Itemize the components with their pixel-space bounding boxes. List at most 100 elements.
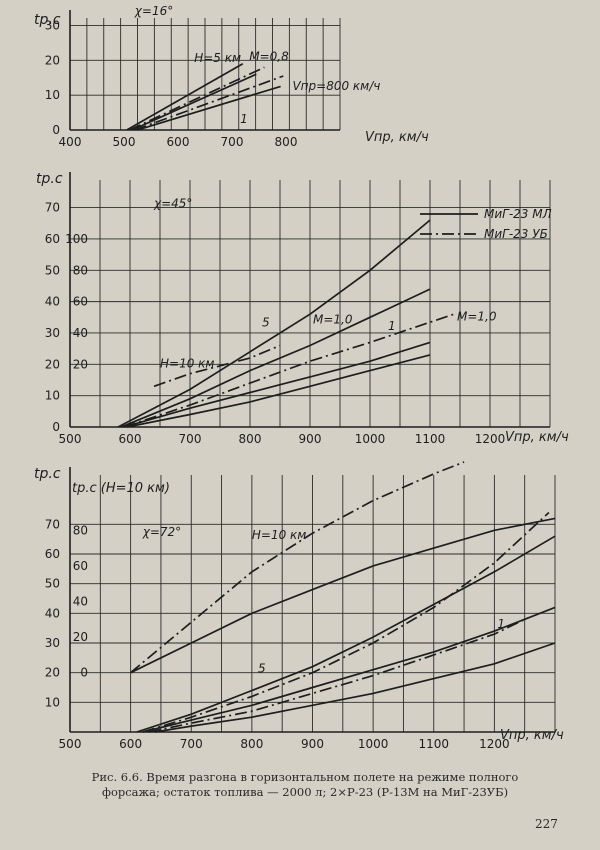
y-tick-label: 10 [45, 88, 60, 102]
x-axis-label: Vпр, км/ч [505, 430, 569, 445]
series-line-solid [154, 642, 556, 733]
annotation-label: 5 [258, 662, 266, 676]
y-tick-label-alt: 80 [73, 523, 88, 537]
caption-line-1: Рис. 6.6. Время разгона в горизонтальном… [91, 770, 519, 784]
y-tick-label: 30 [45, 18, 60, 32]
annotation-label: 1 [388, 319, 396, 333]
y-tick-label-alt: 100 [65, 0, 88, 3]
series-line-dashdot [129, 66, 265, 131]
x-tick-label: 400 [59, 135, 82, 149]
annotation-label: M=0,8 [249, 49, 289, 63]
series-line-solid [120, 288, 431, 428]
series-line-solid [117, 219, 431, 428]
series-line-solid [130, 517, 556, 674]
x-tick-label: 900 [301, 737, 324, 751]
y-tick-label: 20 [45, 357, 60, 371]
y-tick-label-alt: 20 [73, 630, 88, 644]
series-line-dashdot [148, 618, 526, 733]
annotation-label: Vпр=800 км/ч [292, 79, 380, 93]
y-tick-label: 10 [45, 389, 60, 403]
series-line-solid [142, 606, 556, 733]
x-tick-label: 500 [113, 135, 136, 149]
y-tick-label: 70 [45, 201, 60, 215]
figure-caption: Рис. 6.6. Время разгона в горизонтальном… [70, 770, 540, 800]
y-tick-label: 40 [45, 606, 60, 620]
x-tick-label: 900 [299, 432, 322, 446]
annotation-label: H=10 км [160, 356, 214, 370]
y-tick-label: 0 [52, 123, 60, 137]
y-tick-label: 50 [45, 577, 60, 591]
y-tick-label: 60 [45, 547, 60, 561]
annotation-label: M=1,0 [457, 309, 497, 323]
x-tick-label: 600 [119, 432, 142, 446]
y-tick-label: 10 [45, 695, 60, 709]
y-tick-label-alt: 40 [73, 326, 88, 340]
chart-sweep-45: 500 600 700 800 900 1000 1100 1200 0 10 20 30 40 50 60… [36, 171, 569, 446]
caption-line-2: форсажа; остаток топлива — 2000 л; 2×Р-2… [101, 785, 509, 799]
y-axis-label: tр.с [34, 466, 61, 482]
series-line-dashdot [142, 511, 550, 733]
grid [69, 18, 341, 131]
y-tick-label-alt: 80 [73, 263, 88, 277]
legend-entry: МиГ-23 МЛ [484, 207, 552, 221]
y-tick-label: 50 [45, 263, 60, 277]
x-tick-label: 700 [221, 135, 244, 149]
x-tick-label: 1200 [479, 737, 510, 751]
series-line-dashdot [130, 461, 465, 674]
series-line-solid [136, 535, 556, 733]
x-tick-label: 1100 [415, 432, 446, 446]
annotation-label: H=5 км [194, 51, 241, 65]
series-line-solid [137, 85, 281, 131]
y-tick-label-alt: 60 [73, 295, 88, 309]
y-tick-label: 40 [45, 295, 60, 309]
x-tick-label: 1100 [418, 737, 449, 751]
x-tick-label: 1000 [358, 737, 389, 751]
series-line-solid [123, 341, 431, 428]
y-tick-label-alt: 60 [73, 559, 88, 573]
x-tick-label: 700 [179, 432, 202, 446]
x-tick-label: 600 [167, 135, 190, 149]
annotation-label: 1 [240, 112, 248, 126]
legend: МиГ-23 МЛ МиГ-23 УБ [420, 207, 552, 241]
x-tick-label: 1000 [355, 432, 386, 446]
x-axis-label: Vпр, км/ч [500, 728, 564, 743]
annotation-label: χ=16° [134, 4, 173, 18]
series-line-dashdot [134, 75, 284, 131]
x-tick-label: 500 [59, 737, 82, 751]
x-tick-label: 800 [240, 737, 263, 751]
y-tick-label: 20 [45, 53, 60, 67]
annotation-label: 1 [497, 617, 505, 631]
chart-sweep-72: 500 600 700 800 900 1000 1100 12001020304050607… [34, 0, 564, 751]
series-line-solid [126, 354, 431, 428]
x-tick-label: 800 [239, 432, 262, 446]
annotation-label: H=10 км [252, 528, 306, 542]
legend-entry: МиГ-23 УБ [484, 227, 548, 241]
x-tick-label: 500 [59, 432, 82, 446]
series-line-dashdot [123, 313, 455, 428]
x-tick-label: 1200 [475, 432, 506, 446]
y-axis-label: tр.с [36, 171, 63, 187]
page-number: 227 [535, 817, 558, 831]
series-line-solid [126, 63, 244, 131]
series-line-solid [131, 73, 257, 131]
annotation-label: χ=45° [153, 197, 192, 211]
grid [69, 180, 551, 428]
annotation-label: M=1,0 [313, 313, 353, 327]
y-tick-label: 30 [45, 326, 60, 340]
y-tick-label: 30 [45, 636, 60, 650]
series-line-dashdot [153, 344, 281, 388]
y-tick-label: 70 [45, 517, 60, 531]
y-tick-label: 0 [52, 420, 60, 434]
annotation-label: χ=72° [142, 525, 181, 539]
y-tick-label-alt: 0 [80, 666, 88, 680]
x-tick-label: 800 [275, 135, 298, 149]
x-axis-label: Vпр, км/ч [365, 130, 429, 145]
y-axis-label: tр.с [34, 12, 61, 28]
y-tick-label: 20 [45, 666, 60, 680]
annotation-label: 5 [262, 316, 270, 330]
x-tick-label: 700 [180, 737, 203, 751]
x-tick-label: 600 [119, 737, 142, 751]
